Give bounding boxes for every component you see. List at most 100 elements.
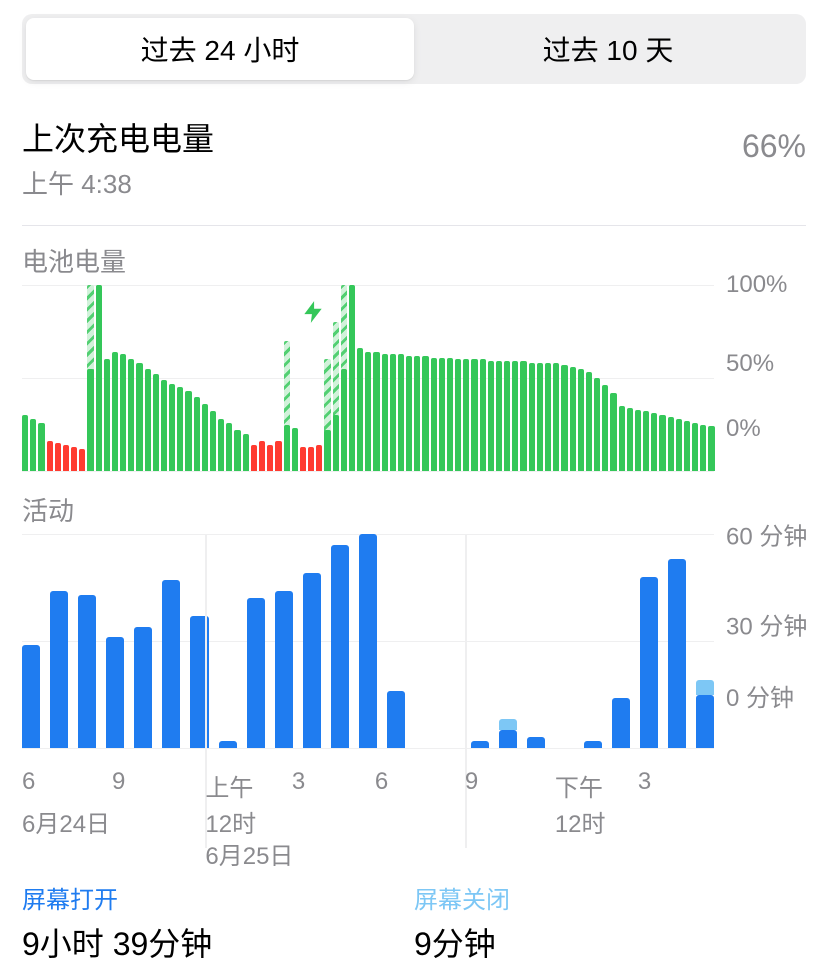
bottom-stats: 屏幕打开 9小时 39分钟 屏幕关闭 9分钟 xyxy=(22,880,806,965)
battery-bar xyxy=(30,285,36,471)
activity-bar xyxy=(331,534,349,748)
activity-bar xyxy=(50,534,68,748)
battery-bar xyxy=(463,285,469,471)
battery-bar xyxy=(145,285,151,471)
activity-bar xyxy=(247,534,265,748)
battery-bar xyxy=(700,285,706,471)
battery-bar xyxy=(570,285,576,471)
activity-bar xyxy=(640,534,658,748)
battery-bar xyxy=(578,285,584,471)
battery-bar xyxy=(292,285,298,471)
activity-bar xyxy=(415,534,433,748)
battery-bar xyxy=(602,285,608,471)
tab-last-10-days[interactable]: 过去 10 天 xyxy=(414,18,802,80)
last-charge-time: 上午 4:38 xyxy=(22,164,214,201)
x-tick: 下午 xyxy=(555,768,603,803)
battery-bar xyxy=(251,285,257,471)
activity-bar xyxy=(387,534,405,748)
x-tick-line2: 12时 xyxy=(555,804,606,839)
battery-bar xyxy=(243,285,249,471)
battery-bar xyxy=(635,285,641,471)
battery-bar xyxy=(488,285,494,471)
screen-off-label: 屏幕关闭 xyxy=(414,880,806,915)
battery-bar xyxy=(471,285,477,471)
activity-title: 活动 xyxy=(22,491,806,528)
screen-on-value: 9小时 39分钟 xyxy=(22,919,414,965)
battery-bar xyxy=(202,285,208,471)
battery-bar xyxy=(414,285,420,471)
battery-bar xyxy=(218,285,224,471)
activity-bar xyxy=(134,534,152,748)
activity-bar xyxy=(219,534,237,748)
y-label: 100% xyxy=(726,271,810,299)
activity-bar xyxy=(162,534,180,748)
battery-bar xyxy=(480,285,486,471)
battery-bar xyxy=(561,285,567,471)
battery-bar xyxy=(382,285,388,471)
y-label: 50% xyxy=(726,350,810,378)
battery-bar xyxy=(373,285,379,471)
battery-bar xyxy=(87,285,93,471)
battery-bar xyxy=(643,285,649,471)
last-charge-percent: 66% xyxy=(742,128,806,165)
battery-bar xyxy=(455,285,461,471)
battery-bar xyxy=(55,285,61,471)
battery-bar xyxy=(406,285,412,471)
activity-bar xyxy=(555,534,573,748)
x-date-label: 6月25日 xyxy=(205,836,293,871)
battery-bar xyxy=(357,285,363,471)
battery-bar xyxy=(112,285,118,471)
activity-bar xyxy=(443,534,461,748)
y-label: 30 分钟 xyxy=(726,606,810,641)
x-date-label: 6月24日 xyxy=(22,804,110,839)
activity-bar xyxy=(359,534,377,748)
battery-bar xyxy=(128,285,134,471)
x-tick: 6 xyxy=(22,768,35,796)
battery-bar xyxy=(496,285,502,471)
battery-bar xyxy=(153,285,159,471)
battery-bar xyxy=(47,285,53,471)
battery-bar xyxy=(63,285,69,471)
battery-bar xyxy=(504,285,510,471)
activity-bar xyxy=(303,534,321,748)
battery-bar xyxy=(594,285,600,471)
battery-chart: 100% 50% 0% xyxy=(22,285,806,471)
activity-bar xyxy=(584,534,602,748)
divider xyxy=(22,225,806,226)
battery-bar xyxy=(610,285,616,471)
battery-bar xyxy=(659,285,665,471)
time-range-segmented-control: 过去 24 小时 过去 10 天 xyxy=(22,14,806,84)
battery-bar xyxy=(676,285,682,471)
activity-bar xyxy=(696,534,714,748)
battery-bar xyxy=(708,285,714,471)
screen-off-value: 9分钟 xyxy=(414,919,806,965)
battery-bar xyxy=(422,285,428,471)
screen-on-label: 屏幕打开 xyxy=(22,880,414,915)
tab-last-24-hours[interactable]: 过去 24 小时 xyxy=(26,18,414,80)
x-tick-line2: 12时 xyxy=(205,804,256,839)
x-axis: 69上午12时369下午12时36月24日6月25日 xyxy=(22,768,714,846)
battery-bar xyxy=(341,285,347,471)
battery-bar xyxy=(586,285,592,471)
battery-bar xyxy=(210,285,216,471)
activity-bar xyxy=(471,534,489,748)
battery-bar xyxy=(194,285,200,471)
battery-bar xyxy=(161,285,167,471)
x-tick: 9 xyxy=(465,768,478,796)
x-tick: 6 xyxy=(375,768,388,796)
y-label: 0% xyxy=(726,415,810,443)
battery-bar xyxy=(104,285,110,471)
battery-bar xyxy=(120,285,126,471)
battery-bar xyxy=(537,285,543,471)
battery-bar xyxy=(398,285,404,471)
battery-bar xyxy=(520,285,526,471)
battery-bar xyxy=(692,285,698,471)
battery-level-title: 电池电量 xyxy=(22,242,806,279)
battery-bar xyxy=(545,285,551,471)
battery-bar xyxy=(447,285,453,471)
battery-bar xyxy=(79,285,85,471)
battery-bar xyxy=(38,285,44,471)
battery-bar xyxy=(619,285,625,471)
y-label: 60 分钟 xyxy=(726,517,810,552)
battery-bar xyxy=(96,285,102,471)
